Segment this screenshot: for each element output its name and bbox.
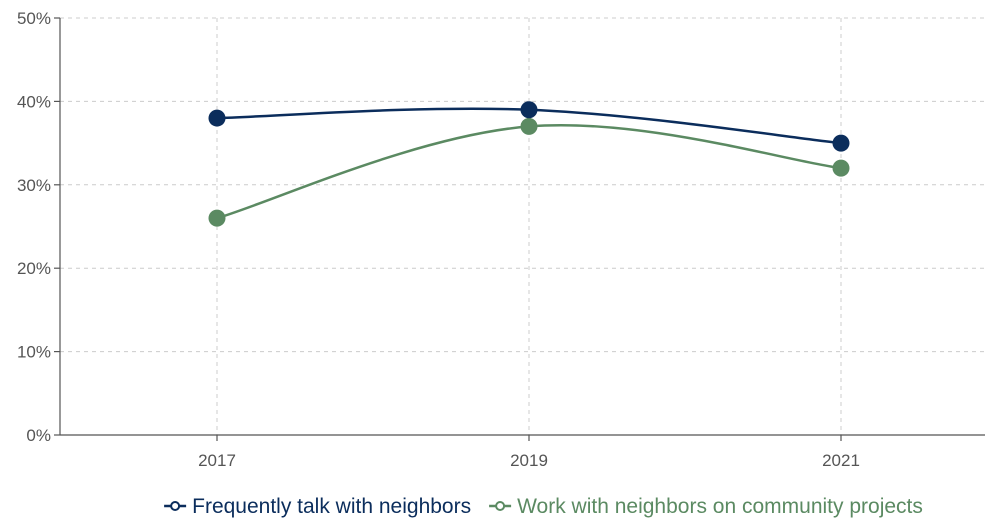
legend-label: Frequently talk with neighbors xyxy=(192,495,471,518)
x-tick-label: 2019 xyxy=(510,451,548,470)
y-tick-label: 20% xyxy=(17,259,51,278)
y-tick-label: 40% xyxy=(17,92,51,111)
legend-swatch-marker xyxy=(170,501,181,511)
data-point[interactable] xyxy=(208,109,226,127)
series-1 xyxy=(208,117,850,227)
axes xyxy=(59,18,985,436)
legend-item-1[interactable]: Work with neighbors on community project… xyxy=(489,495,923,518)
series-lines xyxy=(208,101,850,227)
y-tick-label: 10% xyxy=(17,343,51,362)
data-point[interactable] xyxy=(520,117,538,135)
legend-swatch-marker xyxy=(495,501,506,511)
y-tick-label: 50% xyxy=(17,9,51,28)
legend-item-0[interactable]: Frequently talk with neighbors xyxy=(164,495,471,518)
x-tick-labels: 2017 2019 2021 xyxy=(198,451,860,470)
legend[interactable]: Frequently talk with neighbors Work with … xyxy=(164,495,923,518)
y-tick-label: 0% xyxy=(26,426,51,445)
data-point[interactable] xyxy=(520,101,538,119)
x-tick-label: 2021 xyxy=(822,451,860,470)
data-point[interactable] xyxy=(832,134,850,152)
legend-label: Work with neighbors on community project… xyxy=(517,495,923,518)
gridlines xyxy=(54,17,985,441)
data-point[interactable] xyxy=(208,209,226,227)
data-point[interactable] xyxy=(832,159,850,177)
y-tick-labels: 0% 10% 20% 30% 40% 50% xyxy=(17,9,51,445)
x-tick-label: 2017 xyxy=(198,451,236,470)
series-0 xyxy=(208,101,850,152)
y-tick-label: 30% xyxy=(17,176,51,195)
